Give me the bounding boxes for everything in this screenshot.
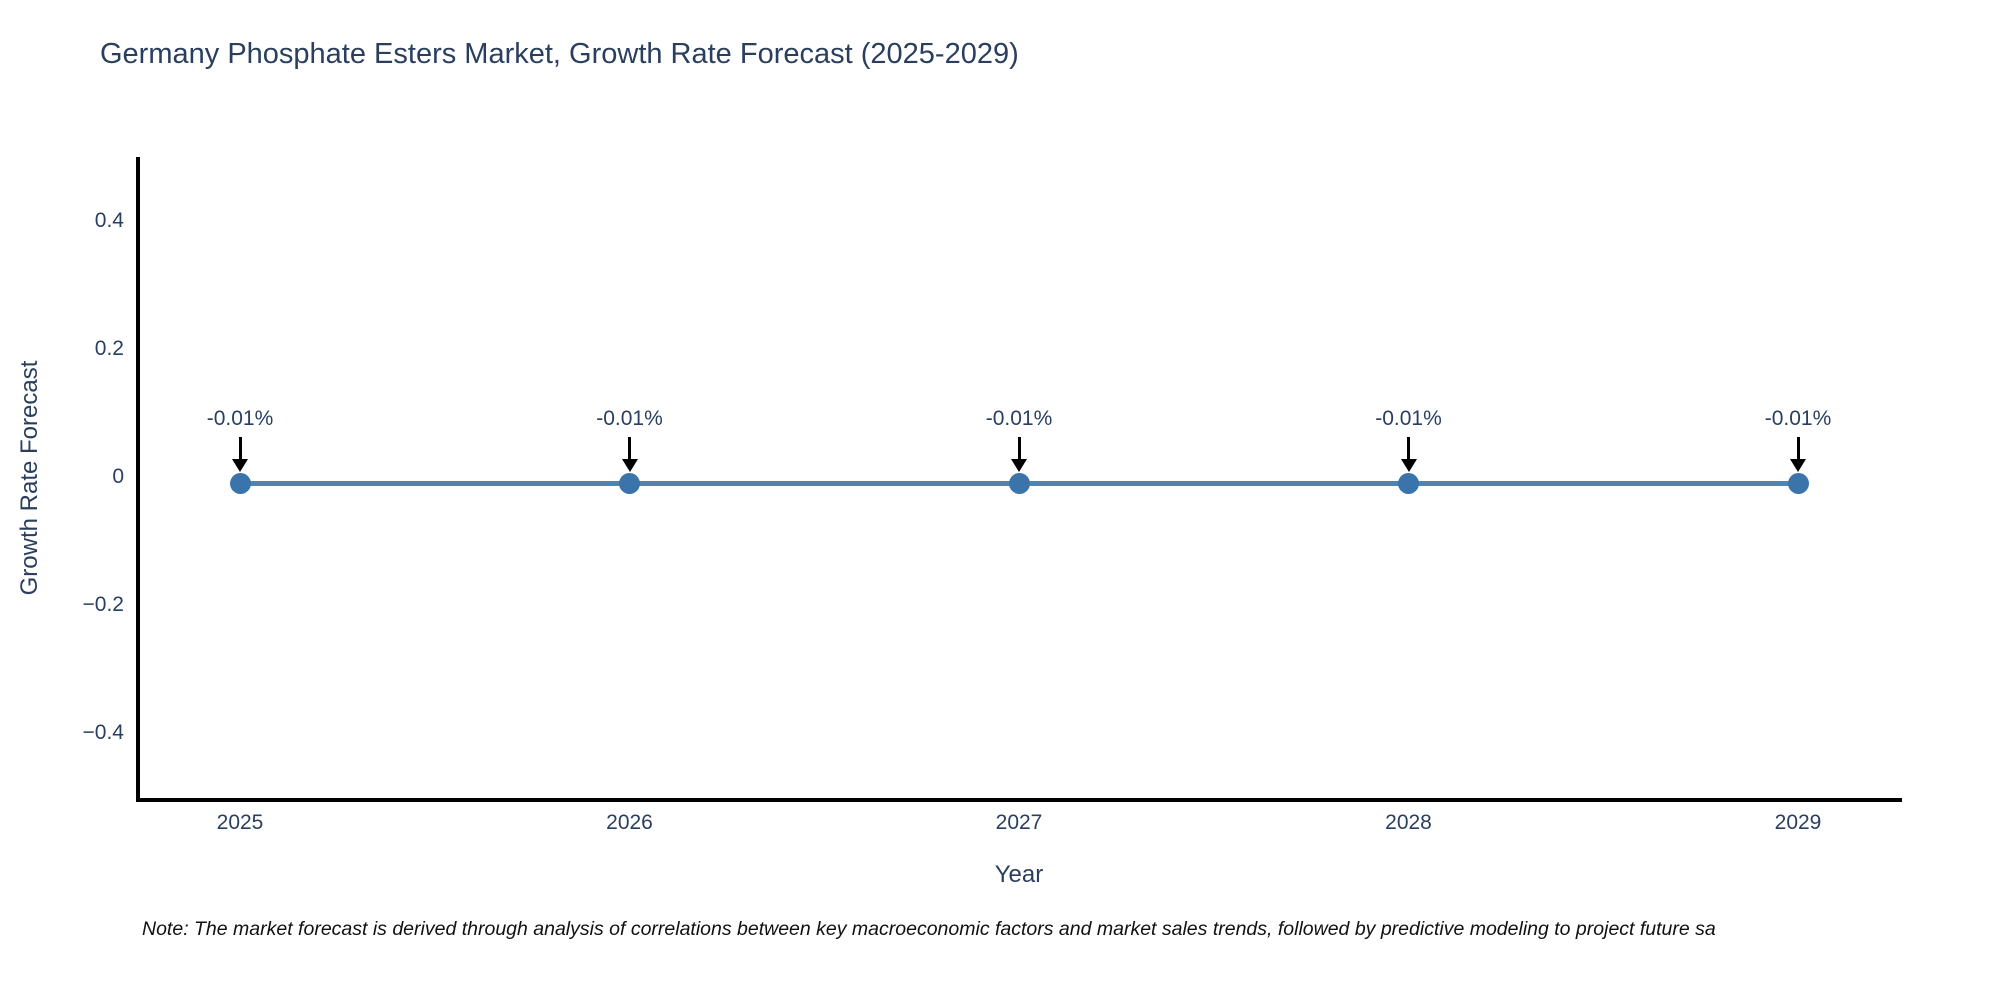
y-tick-label: −0.2 xyxy=(82,593,124,616)
annotation-arrow-line xyxy=(1017,437,1021,460)
x-axis-title: Year xyxy=(994,861,1044,888)
x-axis-line xyxy=(136,798,1902,802)
data-point-marker xyxy=(1787,472,1809,494)
y-tick-label: −0.4 xyxy=(82,721,124,744)
annotation-arrow-line xyxy=(238,437,242,460)
x-tick-label: 2029 xyxy=(1774,811,1822,834)
x-tick-label: 2025 xyxy=(216,811,264,834)
data-point-marker xyxy=(619,472,640,494)
annotation-arrow-head-icon xyxy=(1400,459,1417,473)
data-point-marker xyxy=(229,472,251,494)
y-axis-line xyxy=(136,157,140,802)
annotation-arrow-head-icon xyxy=(1011,459,1027,473)
annotation-label: -0.01% xyxy=(1375,407,1442,430)
annotation-arrow-line xyxy=(628,437,631,460)
annotation-label: -0.01% xyxy=(206,407,274,430)
annotation-arrow-head-icon xyxy=(621,459,638,473)
y-tick-label: 0.2 xyxy=(94,337,124,360)
annotation-label: -0.01% xyxy=(596,407,663,430)
annotation-arrow-head-icon xyxy=(1790,459,1806,473)
y-tick-label: 0 xyxy=(112,465,124,488)
y-tick-label: 0.4 xyxy=(94,209,124,232)
annotation-arrow-line xyxy=(1796,437,1800,460)
annotation-arrow-head-icon xyxy=(232,459,248,473)
annotation-arrow-line xyxy=(1407,437,1410,460)
annotation-label: -0.01% xyxy=(1764,407,1832,430)
footnote: Note: The market forecast is derived thr… xyxy=(142,918,1716,940)
x-tick-label: 2026 xyxy=(606,811,653,834)
chart-title: Germany Phosphate Esters Market, Growth … xyxy=(100,38,1019,70)
x-tick-label: 2027 xyxy=(995,811,1043,834)
data-point-marker xyxy=(1398,472,1419,494)
annotation-label: -0.01% xyxy=(985,407,1053,430)
data-point-marker xyxy=(1008,472,1030,494)
x-tick-label: 2028 xyxy=(1385,811,1432,834)
